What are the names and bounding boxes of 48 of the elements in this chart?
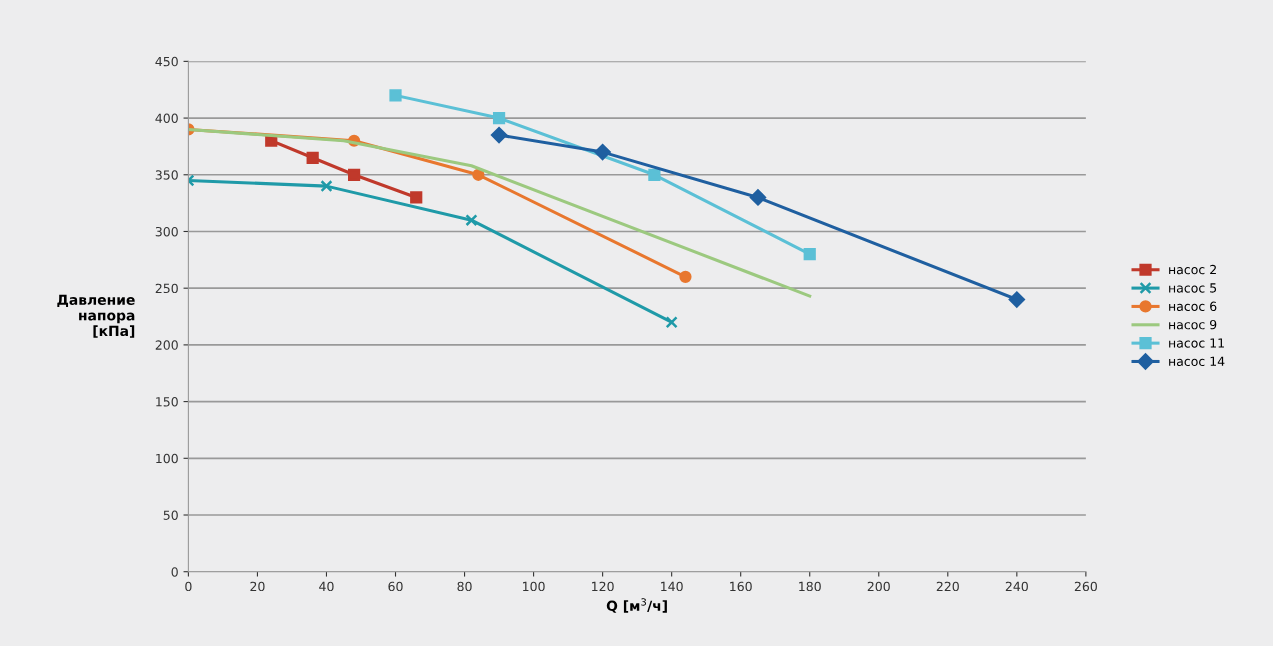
x-tick-label: 220 — [936, 581, 959, 592]
x-tick-label: 100 — [523, 581, 545, 592]
legend-label: насос 9 — [1169, 319, 1217, 330]
y-tick-label: 50 — [163, 510, 178, 520]
point — [465, 214, 478, 227]
y-tick-label: 200 — [155, 340, 178, 350]
x-tick-label: 140 — [661, 581, 683, 592]
point — [472, 168, 485, 181]
x-axis-title: Q [м$^{3}$/ч] — [606, 598, 667, 613]
point — [492, 111, 506, 125]
point — [749, 189, 767, 206]
legend-label: насос 6 — [1169, 301, 1217, 311]
x-tick-label: 260 — [1074, 581, 1097, 592]
point — [410, 191, 423, 204]
point — [1008, 291, 1025, 308]
y-tick-label: 100 — [156, 453, 178, 464]
point — [648, 168, 661, 181]
x-tick-label: 240 — [1005, 581, 1028, 592]
y-axis-title: Давление напора [кПа] — [57, 294, 135, 338]
legend-label: насос 2 — [1169, 264, 1216, 275]
point — [320, 180, 333, 193]
y-tick-label: 400 — [155, 113, 178, 123]
x-tick-label: 180 — [799, 581, 821, 592]
x-tick-label: 60 — [388, 581, 403, 592]
x-tick-label: 0 — [185, 581, 192, 592]
y-tick-label: 250 — [155, 283, 178, 294]
y-tick-label: 150 — [156, 397, 178, 407]
x-tick-label: 20 — [250, 581, 265, 592]
point — [347, 168, 361, 181]
point — [389, 89, 402, 102]
x-tick-label: 80 — [457, 581, 472, 592]
legend-label: насос 11 — [1169, 338, 1224, 348]
y-tick-label: 0 — [171, 567, 178, 577]
point — [665, 316, 678, 329]
point — [306, 151, 319, 164]
x-tick-label: 160 — [730, 581, 752, 592]
x-tick-label: 200 — [867, 581, 890, 592]
y-tick-label: 450 — [155, 56, 178, 67]
legend-label: насос 5 — [1169, 283, 1217, 293]
legend-label: насос 14 — [1169, 356, 1225, 367]
point — [490, 126, 508, 144]
x-tick-label: 40 — [319, 581, 334, 592]
point — [803, 248, 816, 261]
y-tick-label: 350 — [155, 170, 178, 180]
y-tick-label: 300 — [155, 226, 178, 237]
x-tick-label: 120 — [592, 581, 614, 592]
point — [679, 270, 692, 283]
point — [594, 143, 611, 161]
